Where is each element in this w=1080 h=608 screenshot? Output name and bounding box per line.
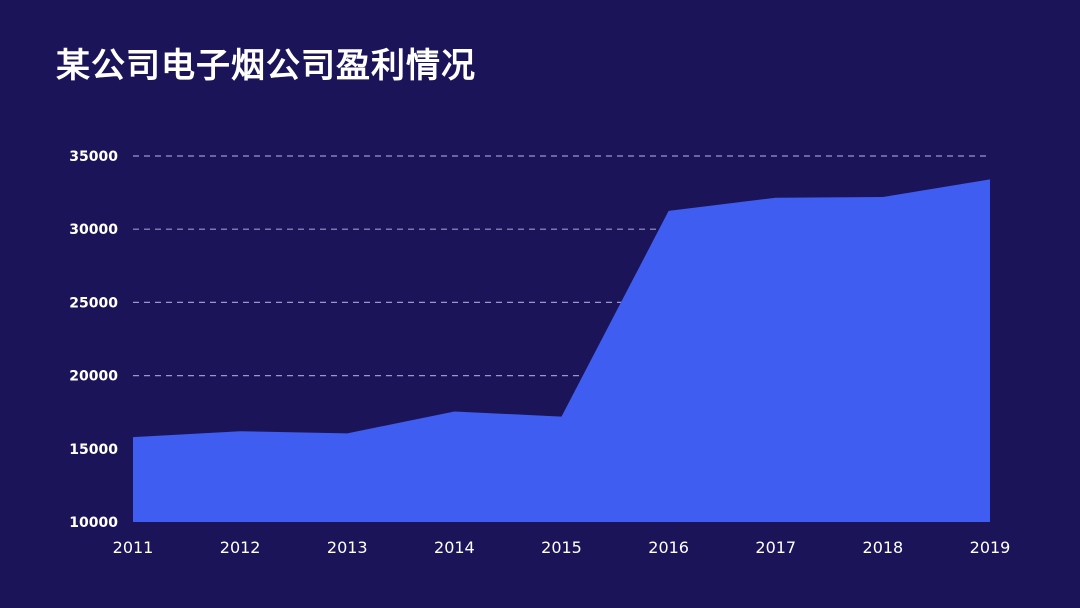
area-series: [132, 179, 991, 522]
y-tick-label: 10000: [69, 515, 118, 531]
x-tick-label: 2019: [970, 538, 1011, 557]
x-axis-ticks: 2011 2012 2013 2014 2015 2016 2017 2018 2019: [113, 538, 1011, 557]
y-tick-label: 35000: [69, 149, 118, 165]
x-tick-label: 2011: [113, 538, 154, 557]
x-tick-label: 2017: [755, 538, 796, 557]
y-tick-label: 30000: [69, 222, 118, 238]
y-tick-label: 25000: [69, 295, 118, 311]
y-tick-label: 15000: [69, 442, 118, 458]
x-tick-label: 2012: [220, 538, 261, 557]
chart-title: 某公司电子烟公司盈利情况: [56, 46, 476, 86]
area-series-0: [133, 179, 990, 522]
x-tick-label: 2014: [434, 538, 475, 557]
x-tick-label: 2018: [863, 538, 904, 557]
y-tick-label: 20000: [69, 369, 118, 385]
y-axis-ticks: 10000 15000 20000 25000 30000 35000: [69, 149, 118, 531]
x-tick-label: 2016: [648, 538, 689, 557]
x-tick-label: 2013: [327, 538, 368, 557]
x-tick-label: 2015: [541, 538, 582, 557]
